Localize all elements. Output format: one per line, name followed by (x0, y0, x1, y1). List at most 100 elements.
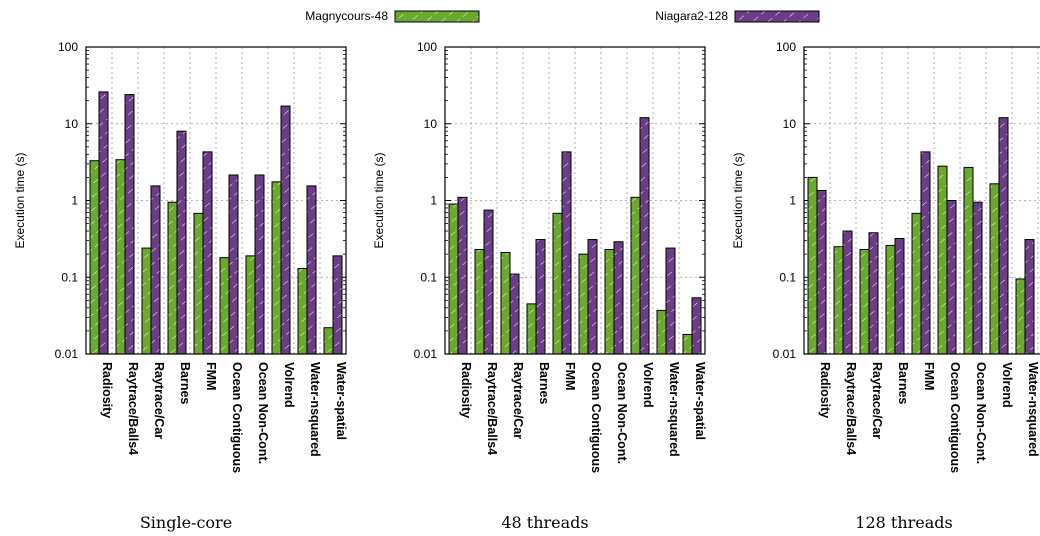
bar-magnycours-3 (141, 247, 152, 355)
bar-magnycours-8 (630, 196, 641, 355)
legend: Magnycours-48 Niagara2-128 (305, 9, 820, 23)
bar-niagara-3 (509, 273, 520, 355)
bar-niagara-5 (920, 151, 931, 355)
bar-magnycours-10 (323, 327, 334, 355)
x-tick-label: Raytrace/Balls4 (485, 362, 499, 455)
bar-niagara-4 (894, 237, 905, 355)
bar-niagara-3 (868, 232, 879, 355)
chart-caption: Single-core (140, 513, 232, 532)
x-tick-label: Water-nsquared (1026, 362, 1040, 457)
y-tick-label: 1 (71, 194, 78, 208)
y-tick-label: 0.01 (414, 347, 438, 361)
bar-niagara-6 (946, 200, 957, 355)
x-tick-label: Raytrace/Balls4 (844, 362, 858, 455)
bar-niagara-4 (176, 130, 187, 355)
bar-magnycours-7 (604, 248, 615, 355)
bar-magnycours-5 (552, 212, 563, 355)
x-tick-label: Barnes (178, 362, 192, 404)
y-tick-label: 0.01 (55, 347, 79, 361)
bar-niagara-8 (639, 117, 650, 355)
bar-magnycours-9 (297, 268, 308, 355)
y-axis-label: Execution time (s) (731, 152, 745, 248)
x-tick-label: Ocean Contiguous (948, 362, 962, 473)
y-tick-label: 100 (58, 40, 78, 54)
bar-magnycours-4 (167, 201, 178, 355)
x-tick-label: Radiosity (818, 362, 832, 418)
bar-magnycours-6 (578, 253, 589, 355)
bar-magnycours-8 (271, 181, 282, 355)
bar-magnycours-9 (656, 309, 667, 355)
bar-magnycours-1 (448, 203, 459, 355)
bar-niagara-1 (457, 196, 468, 355)
y-tick-label: 0.1 (420, 270, 437, 284)
bar-magnycours-1 (89, 160, 100, 355)
x-tick-label: Volrend (1000, 362, 1014, 408)
y-tick-label: 0.01 (773, 347, 797, 361)
x-tick-label: Ocean Non-Cont. (974, 362, 988, 464)
bar-magnycours-2 (833, 246, 844, 355)
chart-panels: 0.01 0.1 1 10 100 Radiosity Raytrace/Balls4 Ray… (13, 40, 1040, 532)
bar-niagara-4 (535, 239, 546, 355)
bar-magnycours-2 (474, 248, 485, 355)
x-tick-label: Raytrace/Car (870, 362, 884, 439)
bar-magnycours-2 (115, 159, 126, 355)
x-tick-label: Ocean Non-Cont. (256, 362, 270, 464)
bar-niagara-7 (254, 174, 265, 355)
bar-magnycours-5 (911, 212, 922, 355)
bar-niagara-8 (280, 105, 291, 355)
bar-magnycours-7 (245, 255, 256, 355)
legend-swatch-a (394, 10, 480, 23)
x-tick-label: Water-spatial (334, 362, 348, 440)
plot-frame (85, 46, 347, 355)
legend-label-a: Magnycours-48 (305, 9, 388, 23)
bar-magnycours-7 (963, 166, 974, 355)
bar-niagara-7 (613, 241, 624, 355)
bar-magnycours-1 (807, 176, 818, 355)
x-tick-label: Ocean Contiguous (230, 362, 244, 473)
plot-frame (444, 46, 706, 355)
y-axis-label: Execution time (s) (372, 152, 386, 248)
x-tick-label: FMM (922, 362, 936, 390)
y-tick-label: 10 (424, 117, 438, 131)
x-tick-label: FMM (204, 362, 218, 390)
bar-niagara-9 (1024, 239, 1035, 355)
x-tick-label: Ocean Non-Cont. (615, 362, 629, 464)
x-tick-label: Volrend (641, 362, 655, 408)
x-tick-label: Volrend (282, 362, 296, 408)
x-tick-label: Radiosity (459, 362, 473, 418)
x-tick-label: FMM (563, 362, 577, 390)
y-tick-label: 10 (65, 117, 79, 131)
legend-label-b: Niagara2-128 (655, 9, 728, 23)
x-tick-label: Raytrace/Car (511, 362, 525, 439)
y-tick-label: 100 (776, 40, 796, 54)
bar-niagara-6 (587, 239, 598, 355)
plot-frame (803, 46, 1040, 355)
y-tick-label: 1 (789, 194, 796, 208)
bar-magnycours-6 (937, 165, 948, 355)
bar-niagara-2 (842, 230, 853, 355)
bar-magnycours-9 (1015, 278, 1026, 355)
y-tick-label: 0.1 (779, 270, 796, 284)
x-tick-label: Ocean Contiguous (589, 362, 603, 473)
bar-niagara-10 (332, 255, 343, 355)
bar-niagara-10 (691, 297, 702, 355)
x-tick-label: Radiosity (100, 362, 114, 418)
y-tick-label: 0.1 (61, 270, 78, 284)
x-tick-label: Raytrace/Balls4 (126, 362, 140, 455)
bar-magnycours-8 (989, 183, 1000, 355)
bar-niagara-5 (561, 151, 572, 355)
bar-magnycours-3 (500, 252, 511, 355)
chart-caption: 48 threads (501, 513, 588, 532)
y-tick-label: 1 (430, 194, 437, 208)
bar-niagara-7 (972, 201, 983, 355)
bar-niagara-5 (202, 151, 213, 355)
x-tick-label: Barnes (537, 362, 551, 404)
legend-swatch-b (734, 10, 820, 23)
bar-niagara-6 (228, 174, 239, 355)
chart-panel-2: 0.01 0.1 1 10 100 Radiosity Raytrace/Balls4 Ray… (372, 40, 707, 532)
bar-magnycours-6 (219, 257, 230, 355)
bar-magnycours-3 (859, 248, 870, 355)
y-axis-label: Execution time (s) (13, 152, 27, 248)
bar-niagara-9 (306, 185, 317, 355)
